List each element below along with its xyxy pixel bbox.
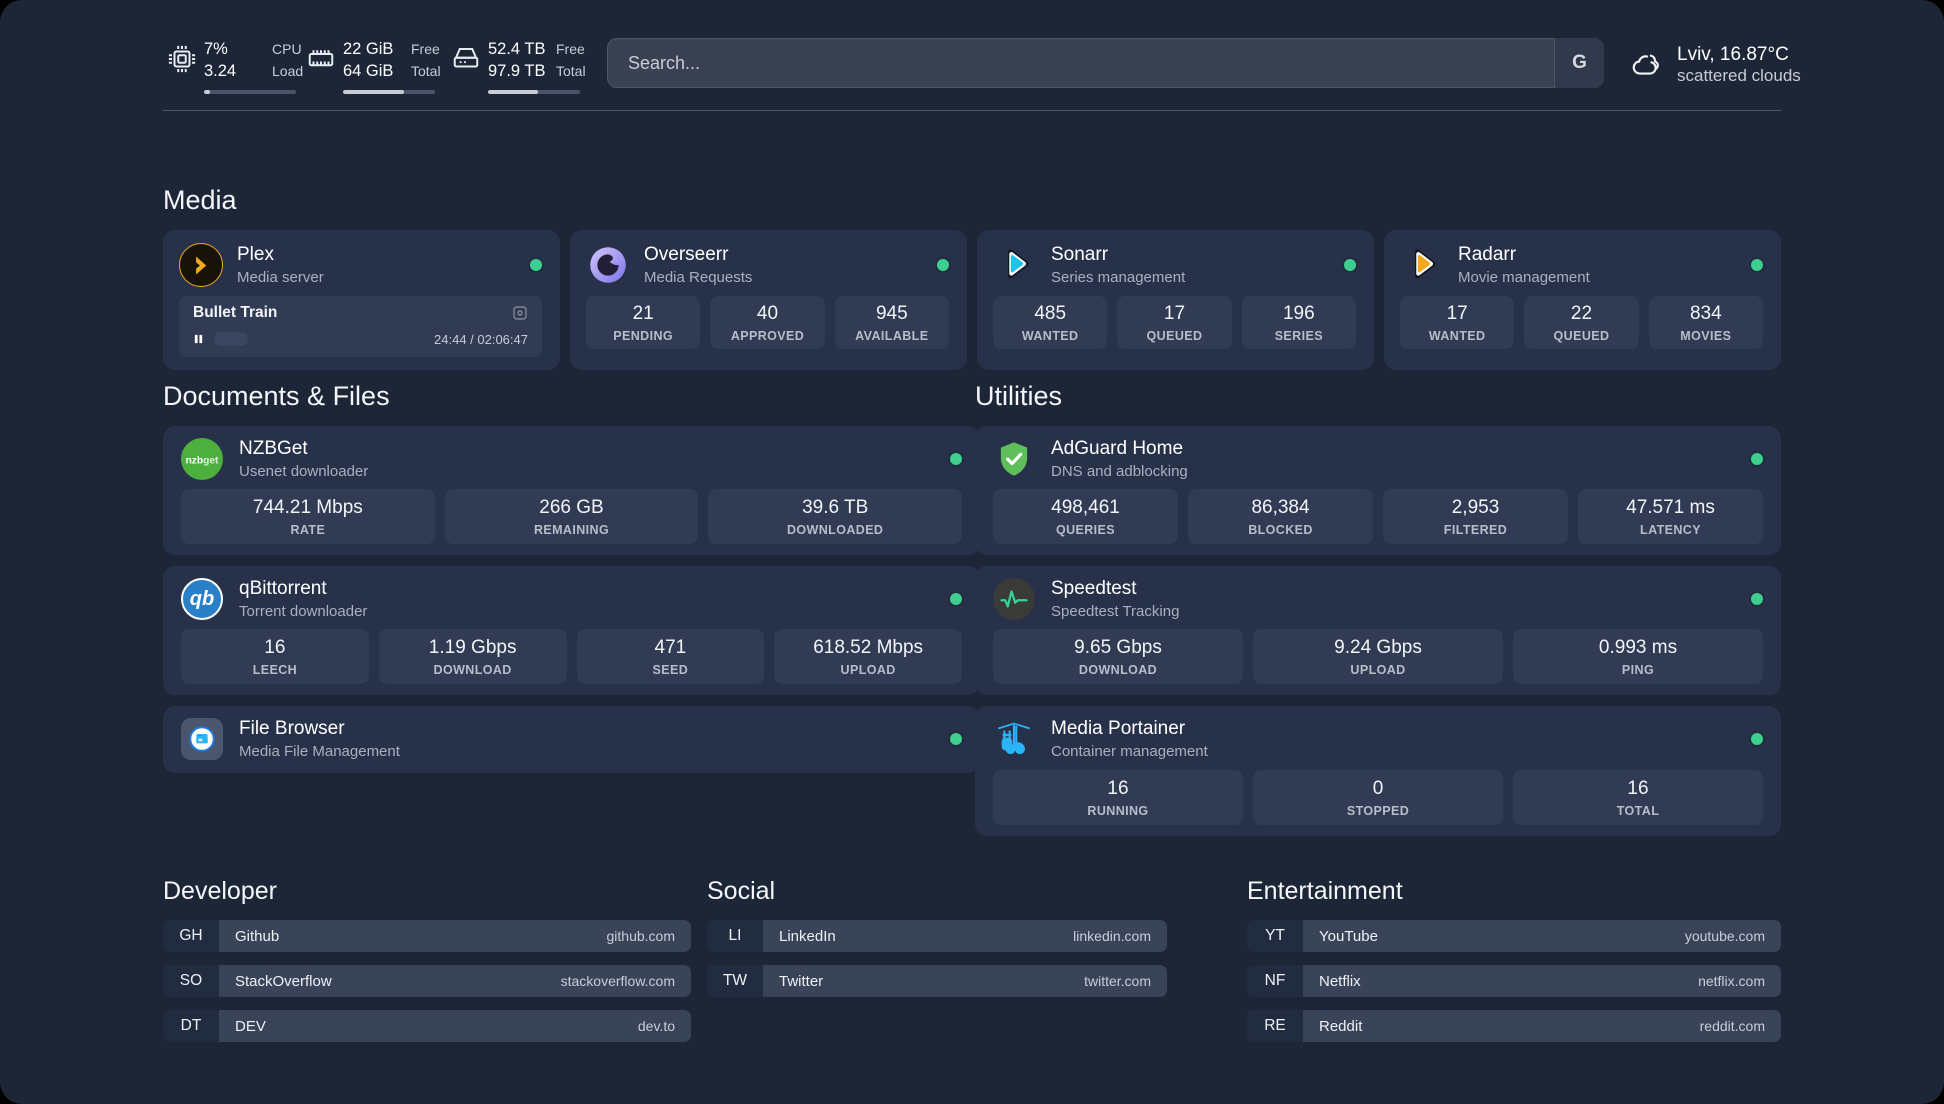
svg-text:nzbget: nzbget <box>186 455 219 466</box>
